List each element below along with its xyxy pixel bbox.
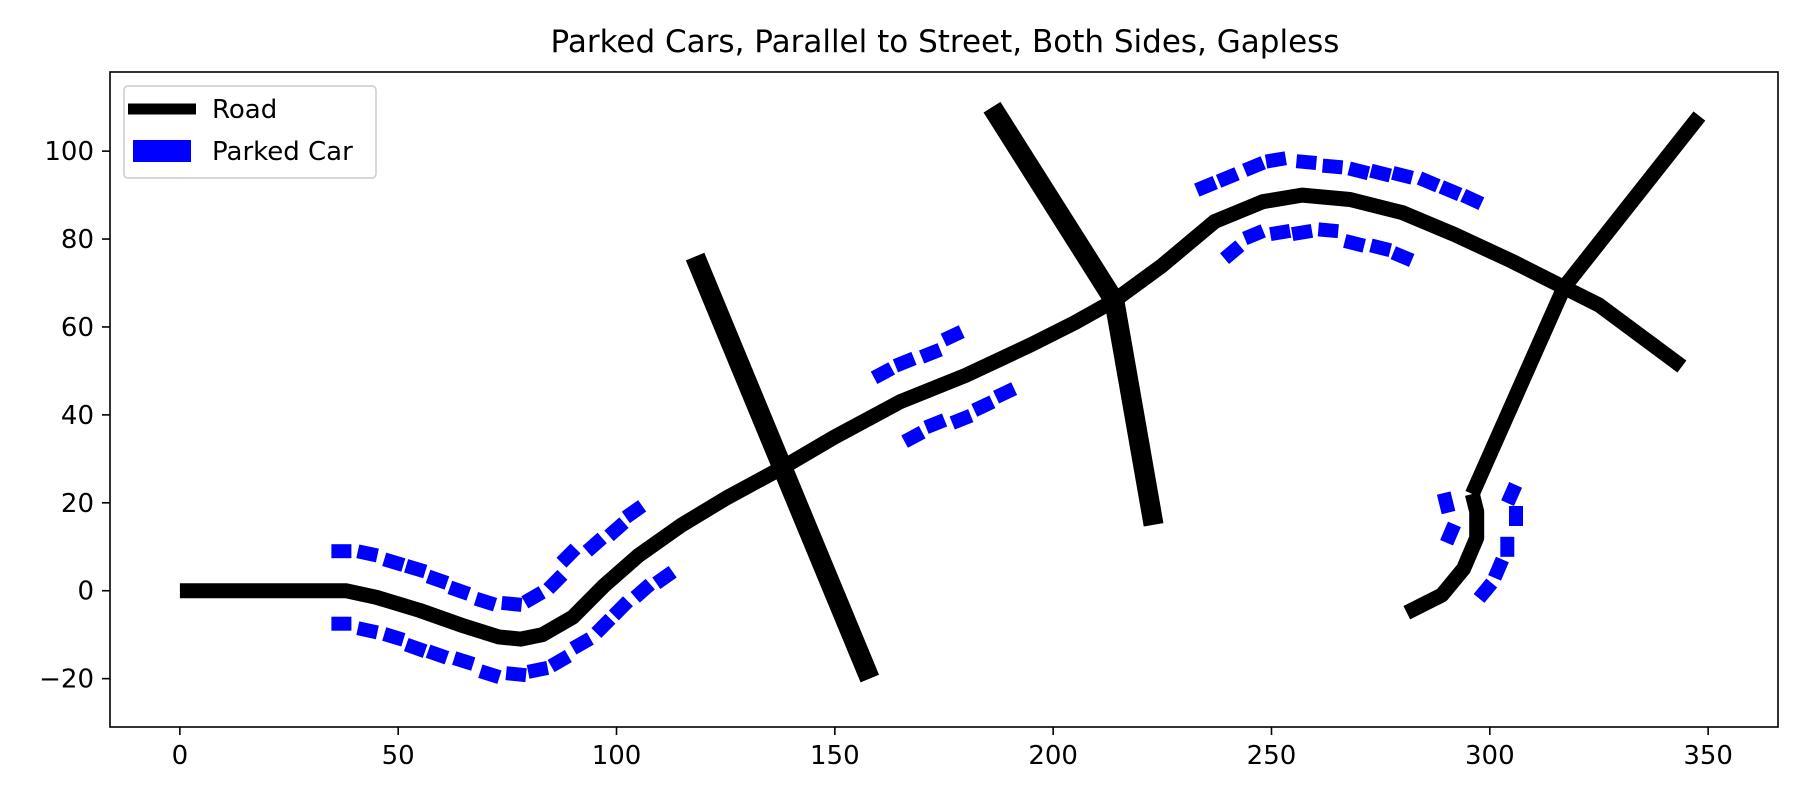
- parked-car: [1509, 506, 1523, 526]
- parked-car: [1460, 188, 1485, 211]
- parked-car: [447, 580, 472, 601]
- parked-car: [630, 578, 655, 603]
- parked-car: [356, 544, 379, 563]
- plot-frame: [109, 71, 1779, 728]
- parked-car: [1369, 163, 1393, 183]
- road-4: [1403, 492, 1485, 620]
- road-0: [179, 187, 1687, 647]
- parked-car: [1369, 238, 1393, 258]
- road-1: [685, 252, 880, 683]
- parked-car: [382, 552, 406, 572]
- parked-car: [604, 517, 629, 542]
- parked-car: [543, 569, 568, 594]
- legend-road-label: Road: [212, 95, 277, 125]
- chart-title: Parked Cars, Parallel to Street, Both Si…: [551, 24, 1340, 60]
- parked-car: [940, 325, 965, 347]
- parked-car: [901, 426, 926, 448]
- parked-car: [1291, 223, 1314, 242]
- axes: 0 50 100 150 200 250 300 350 −20 0 20 40 60 80 100: [39, 71, 1779, 771]
- parked-car: [1242, 224, 1266, 245]
- parked-car: [1391, 166, 1414, 185]
- y-tick-label: 100: [44, 137, 94, 167]
- legend-car-swatch: [133, 140, 191, 162]
- x-tick-label: 200: [1028, 741, 1078, 771]
- plot-area: [179, 101, 1706, 684]
- y-tick-label: 20: [61, 489, 94, 519]
- parked-car: [425, 644, 450, 665]
- parked-car: [1269, 223, 1292, 242]
- parked-car: [1317, 222, 1339, 239]
- parked-car: [473, 592, 498, 612]
- legend: Road Parked Car: [123, 85, 377, 179]
- parked-car: [1220, 240, 1245, 264]
- parked-car: [547, 650, 572, 673]
- parked-car: [1295, 154, 1317, 170]
- parked-car: [1347, 161, 1371, 181]
- parked-car: [1390, 246, 1415, 267]
- parked-car: [892, 351, 917, 373]
- parked-car: [582, 532, 607, 557]
- legend-car-label: Parked Car: [212, 137, 353, 167]
- parked-car: [1343, 234, 1366, 253]
- parked-car: [1440, 521, 1461, 546]
- parked-car: [382, 627, 406, 647]
- parked-car: [1473, 578, 1498, 603]
- parked-car: [923, 413, 948, 434]
- parked-car: [1264, 151, 1287, 169]
- x-tick-label: 0: [172, 741, 189, 771]
- road-2: [983, 101, 1164, 527]
- parked-car: [919, 343, 943, 364]
- parked-car: [569, 632, 594, 655]
- parked-car: [331, 616, 352, 631]
- parked-car: [404, 559, 428, 579]
- y-tick-label: 60: [61, 313, 94, 343]
- parked-car: [505, 666, 527, 683]
- parked-car: [403, 637, 428, 658]
- parked-car: [652, 566, 677, 589]
- y-tick-label: −20: [39, 665, 94, 695]
- parked-car: [608, 596, 633, 621]
- parked-car: [621, 500, 647, 524]
- parked-car: [356, 621, 379, 640]
- parked-car: [1416, 171, 1441, 193]
- x-tick-label: 350: [1683, 741, 1733, 771]
- parked-car: [425, 569, 450, 590]
- parked-car: [1242, 156, 1266, 177]
- parked-car: [870, 362, 896, 384]
- parked-car: [1438, 180, 1463, 202]
- parked-car: [452, 651, 476, 671]
- y-tick-label: 0: [77, 577, 94, 607]
- parked-car: [591, 613, 616, 638]
- parked-car: [331, 544, 352, 559]
- y-tick-label: 80: [61, 225, 94, 255]
- parked-car: [949, 409, 974, 430]
- parked-car: [1501, 482, 1523, 506]
- x-tick-label: 300: [1465, 741, 1515, 771]
- parked-car: [1194, 176, 1218, 197]
- x-tick-label: 250: [1247, 741, 1297, 771]
- parked-car: [556, 543, 581, 568]
- parked-car: [1322, 158, 1344, 175]
- parked-car: [526, 661, 550, 679]
- parked-car: [1215, 167, 1240, 188]
- parked-car: [1436, 491, 1456, 515]
- parked-car: [501, 595, 523, 612]
- parked-car: [1500, 536, 1515, 557]
- parked-car: [1488, 556, 1509, 581]
- x-tick-label: 100: [592, 741, 642, 771]
- parked-car: [521, 586, 546, 609]
- road-3: [1465, 111, 1706, 498]
- x-tick-label: 50: [382, 741, 415, 771]
- y-tick-label: 40: [61, 401, 94, 431]
- parked-car: [971, 395, 996, 417]
- parked-car: [993, 382, 1018, 404]
- parked-car: [478, 664, 502, 684]
- x-tick-label: 150: [810, 741, 860, 771]
